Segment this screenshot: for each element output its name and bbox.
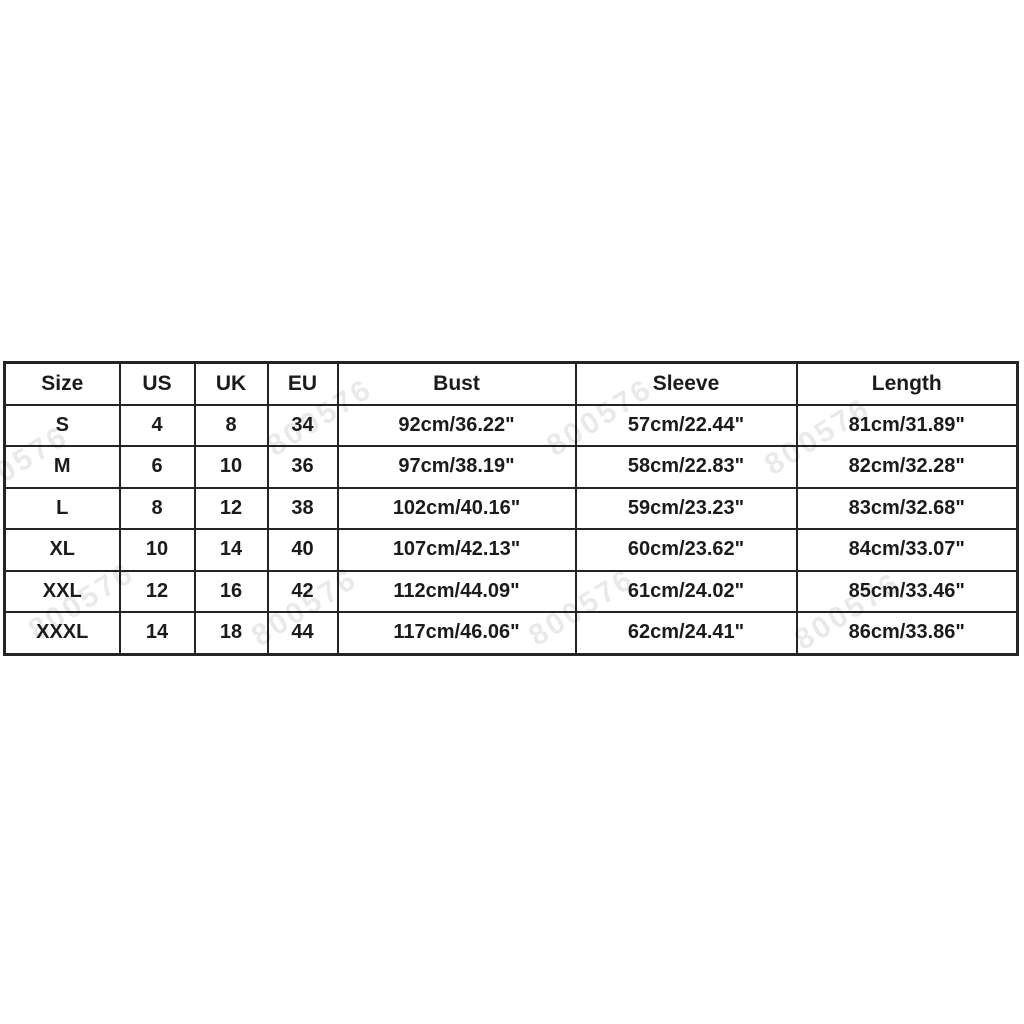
cell-eu: 44 <box>266 611 339 655</box>
cell-eu: 42 <box>266 569 339 613</box>
size-chart-table: Size US UK EU Bust Sleeve Length S 4 8 34 92cm/36.… <box>3 361 1019 656</box>
column-header-bust: Bust <box>336 361 577 406</box>
cell-sleeve: 60cm/23.62" <box>574 528 798 572</box>
table-body: S 4 8 34 92cm/36.22" 57cm/22.44" 81cm/31.89" M 6… <box>3 403 1019 655</box>
cell-bust: 112cm/44.09" <box>336 569 577 613</box>
cell-eu: 38 <box>266 486 339 530</box>
cell-bust: 92cm/36.22" <box>336 403 577 447</box>
cell-sleeve: 62cm/24.41" <box>574 611 798 655</box>
cell-length: 86cm/33.86" <box>795 611 1019 655</box>
cell-bust: 117cm/46.06" <box>336 611 577 655</box>
cell-size: L <box>3 486 121 530</box>
cell-us: 14 <box>118 611 196 655</box>
column-header-us: US <box>118 361 196 406</box>
cell-size: S <box>3 403 121 447</box>
cell-length: 81cm/31.89" <box>795 403 1019 447</box>
cell-eu: 34 <box>266 403 339 447</box>
cell-size: XXL <box>3 569 121 613</box>
column-header-size: Size <box>3 361 121 406</box>
cell-sleeve: 58cm/22.83" <box>574 445 798 489</box>
cell-size: XL <box>3 528 121 572</box>
column-header-length: Length <box>795 361 1019 406</box>
table-header: Size US UK EU Bust Sleeve Length <box>3 361 1019 406</box>
cell-bust: 97cm/38.19" <box>336 445 577 489</box>
table-row-l: L 8 12 38 102cm/40.16" 59cm/23.23" 83cm/32.68" <box>3 486 1019 530</box>
table-row-s: S 4 8 34 92cm/36.22" 57cm/22.44" 81cm/31.89" <box>3 403 1019 447</box>
cell-uk: 12 <box>193 486 269 530</box>
table-row-xl: XL 10 14 40 107cm/42.13" 60cm/23.62" 84cm/33.0… <box>3 528 1019 572</box>
cell-length: 84cm/33.07" <box>795 528 1019 572</box>
cell-us: 4 <box>118 403 196 447</box>
cell-uk: 16 <box>193 569 269 613</box>
cell-uk: 14 <box>193 528 269 572</box>
cell-us: 10 <box>118 528 196 572</box>
cell-us: 12 <box>118 569 196 613</box>
cell-us: 6 <box>118 445 196 489</box>
cell-size: XXXL <box>3 611 121 655</box>
column-header-uk: UK <box>193 361 269 406</box>
cell-bust: 107cm/42.13" <box>336 528 577 572</box>
cell-uk: 10 <box>193 445 269 489</box>
table-header-row: Size US UK EU Bust Sleeve Length <box>3 361 1019 406</box>
column-header-eu: EU <box>266 361 339 406</box>
table-row-m: M 6 10 36 97cm/38.19" 58cm/22.83" 82cm/32.28" <box>3 445 1019 489</box>
cell-uk: 8 <box>193 403 269 447</box>
table-row-xxl: XXL 12 16 42 112cm/44.09" 61cm/24.02" 85cm/33.… <box>3 569 1019 613</box>
cell-length: 83cm/32.68" <box>795 486 1019 530</box>
cell-sleeve: 57cm/22.44" <box>574 403 798 447</box>
column-header-sleeve: Sleeve <box>574 361 798 406</box>
cell-eu: 36 <box>266 445 339 489</box>
table-row-xxxl: XXXL 14 18 44 117cm/46.06" 62cm/24.41" 86cm/33… <box>3 611 1019 655</box>
cell-sleeve: 61cm/24.02" <box>574 569 798 613</box>
cell-length: 85cm/33.46" <box>795 569 1019 613</box>
cell-length: 82cm/32.28" <box>795 445 1019 489</box>
cell-us: 8 <box>118 486 196 530</box>
cell-sleeve: 59cm/23.23" <box>574 486 798 530</box>
cell-eu: 40 <box>266 528 339 572</box>
cell-size: M <box>3 445 121 489</box>
cell-uk: 18 <box>193 611 269 655</box>
cell-bust: 102cm/40.16" <box>336 486 577 530</box>
